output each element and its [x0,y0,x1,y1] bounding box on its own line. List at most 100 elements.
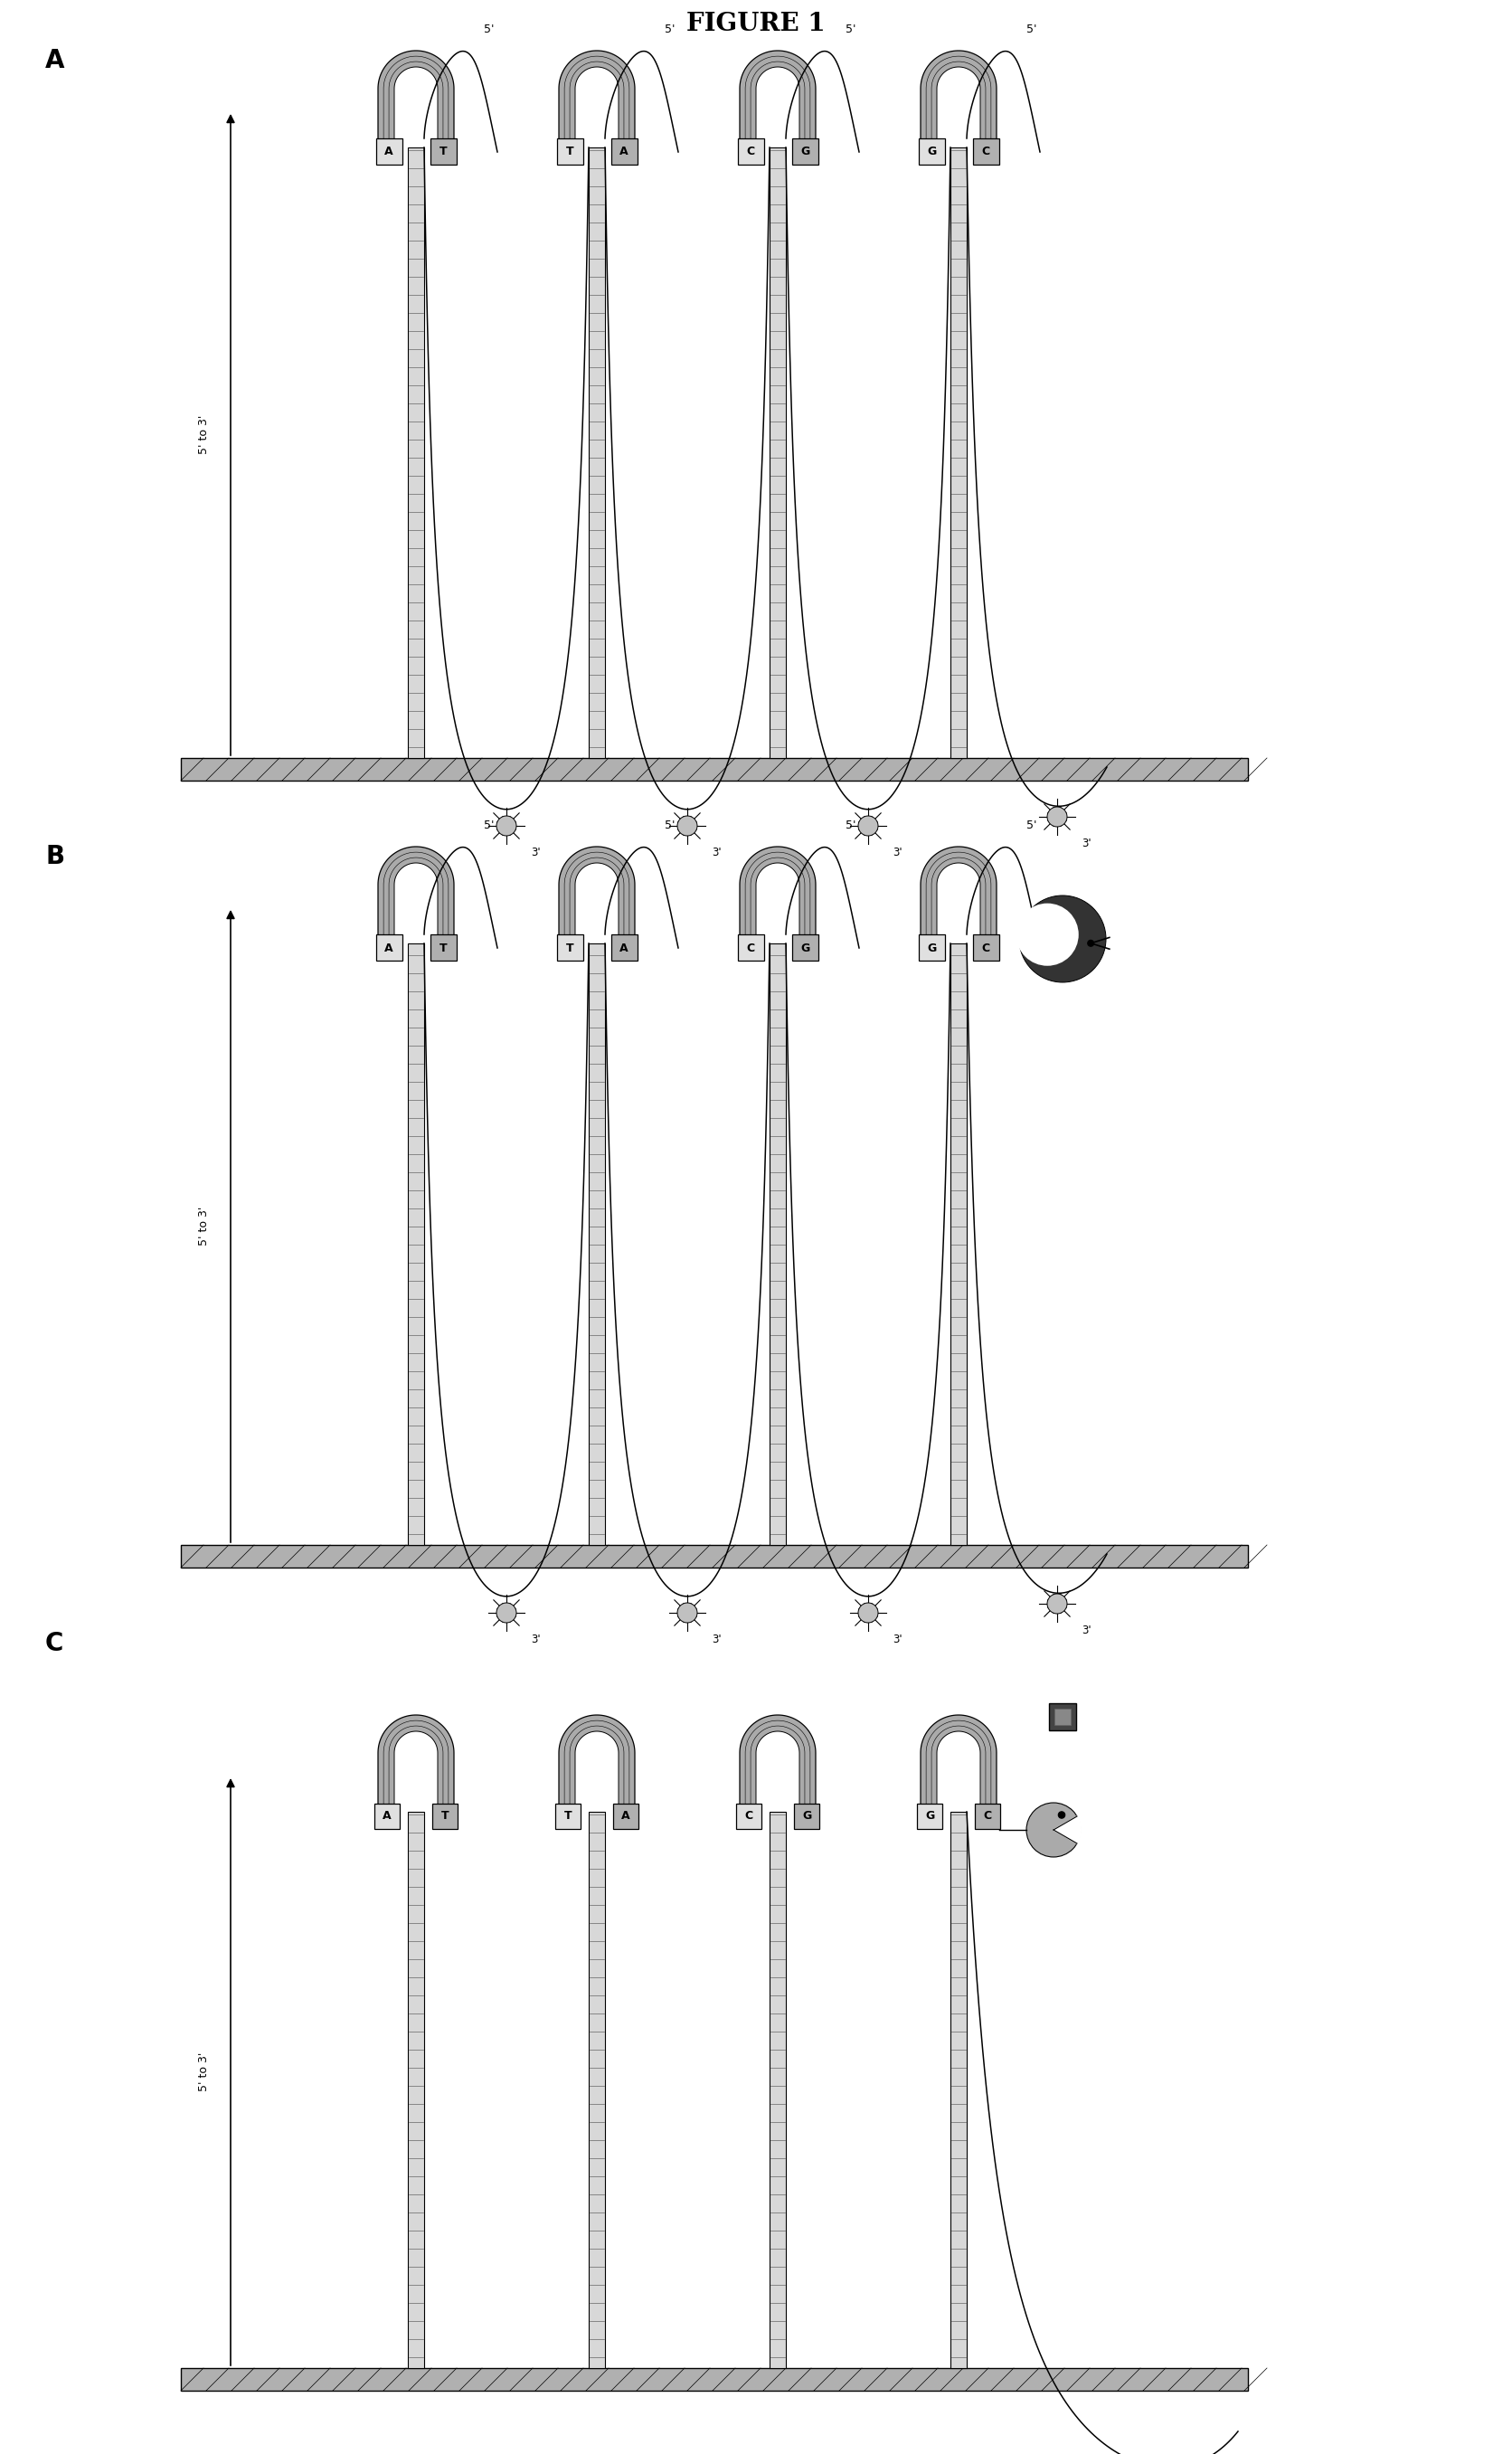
Bar [770,147,786,758]
Polygon shape [739,847,815,947]
Bar [736,1804,762,1828]
Bar [738,140,764,164]
Polygon shape [921,847,996,947]
Bar [432,1804,458,1828]
Text: 3': 3' [1081,837,1092,849]
Text: 3': 3' [1081,1625,1092,1637]
Polygon shape [378,1715,454,1816]
Circle shape [1019,896,1105,982]
Text: B: B [45,844,65,869]
Text: 5': 5' [484,820,494,832]
Bar [1049,1703,1077,1730]
Text: 3': 3' [712,847,721,859]
Text: 5': 5' [845,820,856,832]
Circle shape [1048,807,1067,827]
Bar [429,935,457,962]
Text: G: G [800,942,809,955]
Circle shape [496,815,517,837]
Bar [588,1811,605,2368]
Bar [181,758,1247,780]
Circle shape [496,1602,517,1622]
Bar [792,935,818,962]
Bar [951,942,966,1546]
Polygon shape [559,1715,635,1816]
Text: T: T [442,1811,449,1823]
Text: T: T [438,147,448,157]
Bar [770,942,786,1546]
Bar [588,147,605,758]
Circle shape [1027,1804,1081,1858]
Bar [408,1811,425,2368]
Circle shape [1048,1593,1067,1615]
Bar [376,140,402,164]
Polygon shape [739,1715,815,1816]
Text: 5' to 3': 5' to 3' [198,2052,209,2091]
Bar [181,1546,1247,1568]
Circle shape [859,815,878,837]
Text: C: C [744,1811,753,1823]
Bar [408,147,425,758]
Bar [408,942,425,1546]
Bar [556,140,582,164]
Text: C: C [747,942,754,955]
Circle shape [1087,940,1093,947]
Text: 3': 3' [712,1634,721,1644]
Text: C: C [747,147,754,157]
Bar [918,140,945,164]
Bar [972,935,999,962]
Bar [181,2368,1247,2390]
Text: 5': 5' [665,25,674,37]
Circle shape [677,1602,697,1622]
Bar [738,935,764,962]
Bar [429,140,457,164]
Text: A: A [384,147,393,157]
Bar [376,935,402,962]
Circle shape [1016,903,1078,967]
Bar [614,1804,638,1828]
Text: A: A [383,1811,392,1823]
Bar [918,935,945,962]
Bar [794,1804,820,1828]
Text: C: C [45,1632,64,1656]
Bar [951,1811,966,2368]
Bar [951,147,966,758]
Text: C: C [983,1811,992,1823]
Text: 3': 3' [892,1634,903,1644]
Text: G: G [801,1811,812,1823]
Bar [556,935,582,962]
Text: A: A [620,147,629,157]
Text: 5': 5' [1027,25,1037,37]
Text: A: A [621,1811,631,1823]
Polygon shape [921,52,996,152]
Polygon shape [921,1715,996,1816]
Text: G: G [925,1811,934,1823]
Wedge shape [1054,1816,1081,1843]
Bar [975,1804,999,1828]
Circle shape [1058,1811,1064,1818]
Text: 5': 5' [845,25,856,37]
Bar [588,942,605,1546]
Text: 5': 5' [665,820,674,832]
Text: T: T [565,942,573,955]
Text: C: C [981,147,990,157]
Bar [611,935,637,962]
Polygon shape [378,847,454,947]
Text: G: G [927,942,936,955]
Text: G: G [927,147,936,157]
Text: T: T [565,147,573,157]
Polygon shape [559,847,635,947]
Circle shape [677,815,697,837]
Text: G: G [800,147,809,157]
Polygon shape [378,52,454,152]
Text: C: C [981,942,990,955]
Text: 5': 5' [484,25,494,37]
Polygon shape [739,52,815,152]
Text: 5' to 3': 5' to 3' [198,415,209,454]
Text: A: A [620,942,629,955]
Text: 3': 3' [531,1634,540,1644]
Bar [770,1811,786,2368]
Text: FIGURE 1: FIGURE 1 [686,12,826,37]
Polygon shape [559,52,635,152]
Bar [972,140,999,164]
Text: 3': 3' [531,847,540,859]
